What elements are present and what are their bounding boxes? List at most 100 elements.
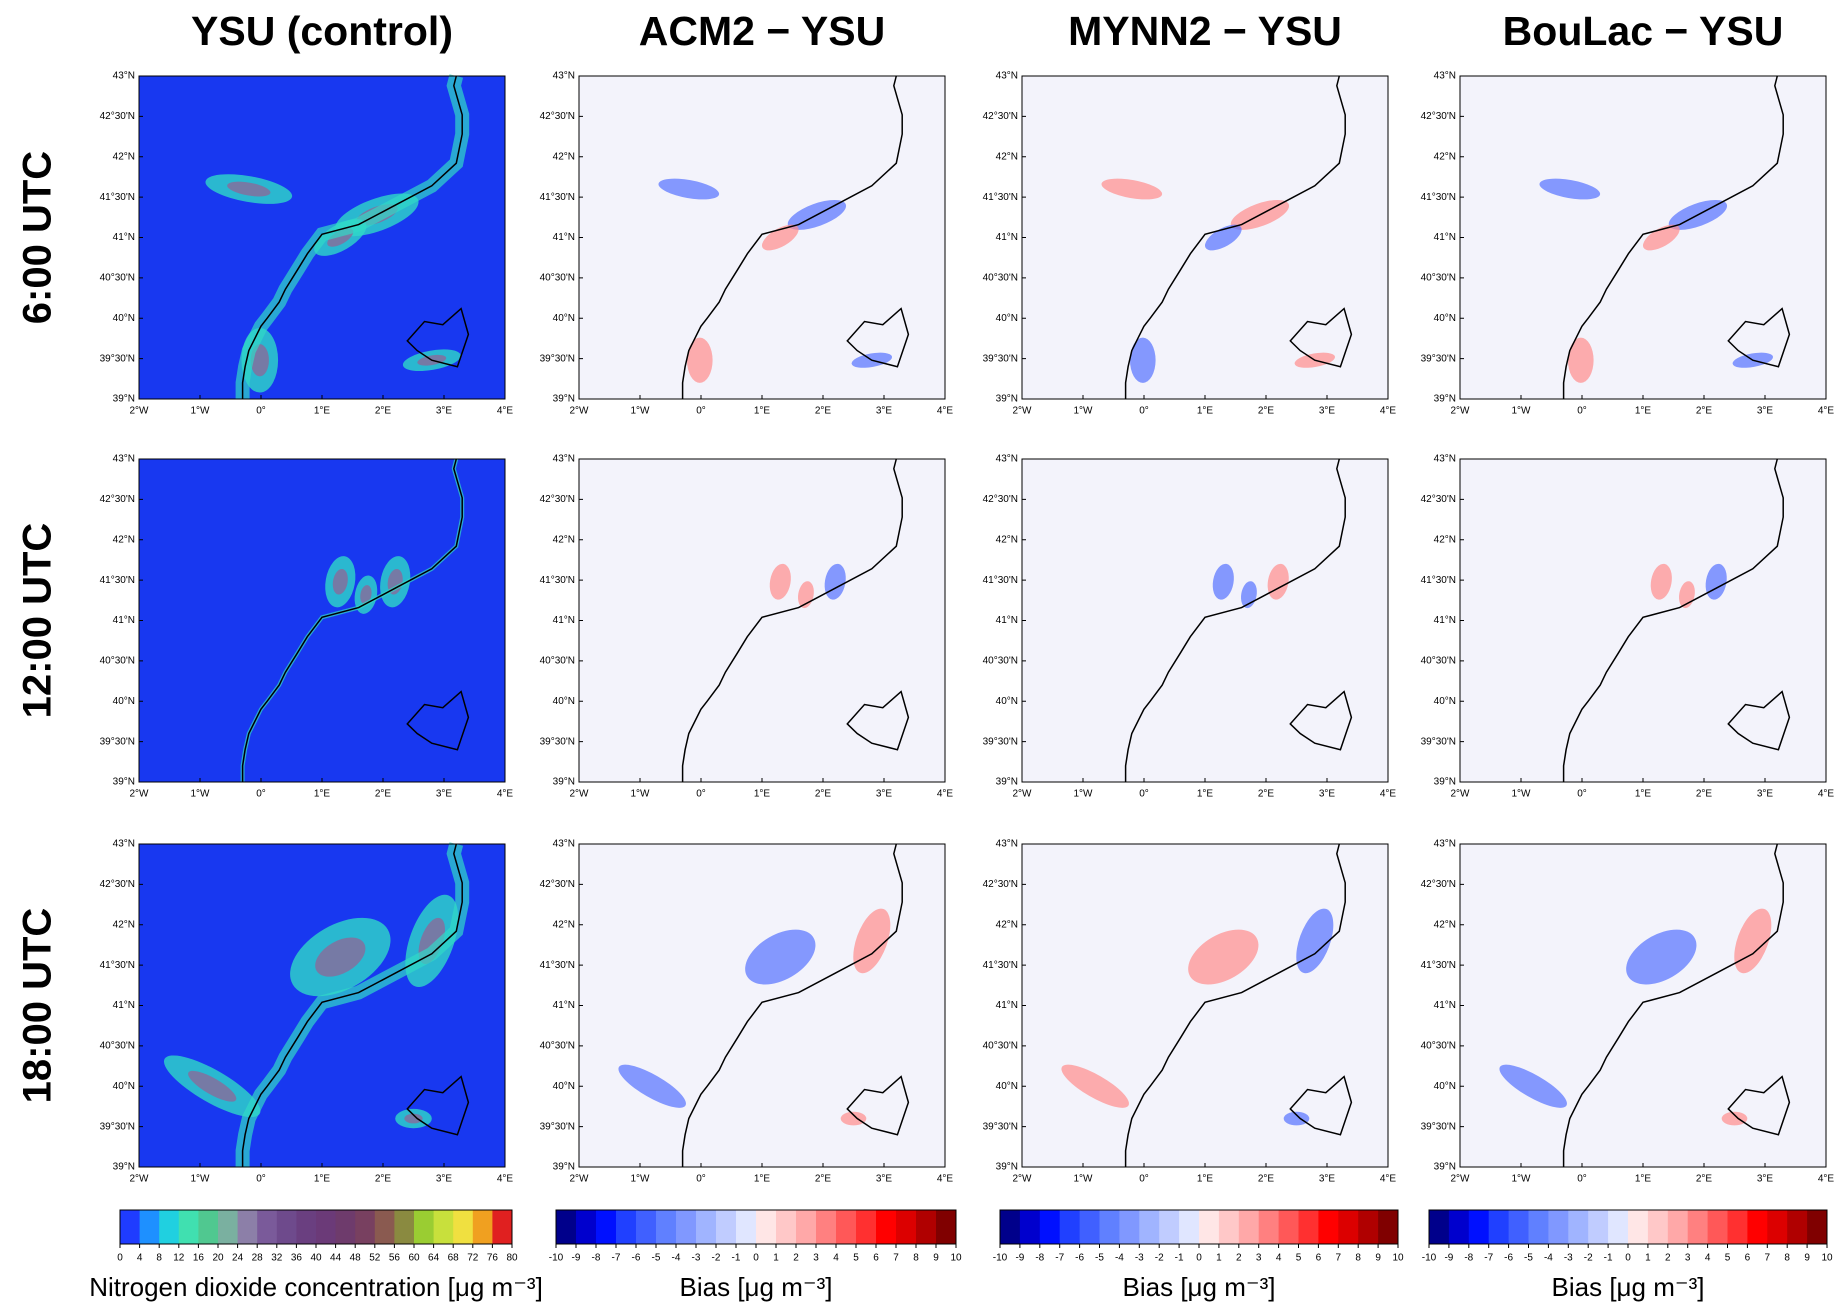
colorbar-swatch <box>1568 1210 1588 1244</box>
lat-tick-label: 40°30'N <box>540 273 575 284</box>
lat-tick-label: 41°30'N <box>983 192 1018 203</box>
colorbar-swatch <box>716 1210 737 1244</box>
lon-tick-label: 3°E <box>876 406 893 417</box>
lon-tick-label: 1°E <box>754 1174 771 1185</box>
map-panel <box>1460 76 1826 399</box>
lat-tick-label: 42°30'N <box>983 111 1018 122</box>
lon-tick-label: 2°E <box>375 406 392 417</box>
lon-tick-label: 3°E <box>1319 1174 1336 1185</box>
lon-tick-label: 1°W <box>1512 1174 1532 1185</box>
colorbar-swatch <box>1588 1210 1608 1244</box>
colorbar-tick-label: 8 <box>1355 1253 1361 1264</box>
colorbar-tick-label: -5 <box>652 1253 661 1264</box>
colorbar-swatch <box>1100 1210 1120 1244</box>
column-title: ACM2 − YSU <box>639 8 885 54</box>
colorbar-tick-label: -2 <box>1155 1253 1164 1264</box>
colorbar-tick-label: 10 <box>1821 1253 1833 1264</box>
colorbar-swatch <box>916 1210 937 1244</box>
lat-tick-label: 40°N <box>113 313 135 324</box>
lat-tick-label: 41°N <box>996 232 1018 243</box>
lon-tick-label: 2°E <box>815 1174 832 1185</box>
lon-tick-label: 2°W <box>1013 789 1033 800</box>
field-area <box>687 338 713 383</box>
lon-tick-label: 1°W <box>1512 406 1532 417</box>
lat-tick-label: 42°N <box>113 919 135 930</box>
lat-tick-label: 39°N <box>553 777 575 788</box>
lat-tick-label: 42°30'N <box>1421 494 1456 505</box>
colorbar-tick-label: 5 <box>1296 1253 1302 1264</box>
lon-tick-label: 3°E <box>1757 789 1774 800</box>
colorbar-tick-label: 28 <box>252 1253 264 1264</box>
lat-tick-label: 39°N <box>996 777 1018 788</box>
colorbar-tick-label: 3 <box>813 1253 819 1264</box>
colorbar-tick-label: -8 <box>1464 1253 1473 1264</box>
lon-tick-label: 2°E <box>1258 406 1275 417</box>
lat-tick-label: 42°30'N <box>1421 879 1456 890</box>
colorbar-tick-label: 0 <box>1625 1253 1631 1264</box>
lon-tick-label: 2°E <box>375 1174 392 1185</box>
colorbar-tick-label: 8 <box>1784 1253 1790 1264</box>
lat-tick-label: 40°30'N <box>100 1041 135 1052</box>
colorbar-tick-label: -6 <box>632 1253 641 1264</box>
lat-tick-label: 39°30'N <box>983 353 1018 364</box>
lat-tick-label: 43°N <box>1434 839 1456 850</box>
lon-tick-label: 1°E <box>1635 789 1652 800</box>
colorbar-swatch <box>238 1210 258 1244</box>
colorbar-swatch <box>1259 1210 1279 1244</box>
lat-tick-label: 39°N <box>113 394 135 405</box>
lon-tick-label: 3°E <box>436 789 453 800</box>
field-area <box>1568 338 1594 383</box>
lat-tick-label: 41°N <box>113 1000 135 1011</box>
lon-tick-label: 1°E <box>314 406 331 417</box>
lon-tick-label: 4°E <box>1818 406 1835 417</box>
lat-tick-label: 42°30'N <box>540 879 575 890</box>
lon-tick-label: 1°E <box>1197 406 1214 417</box>
colorbar-tick-label: 7 <box>893 1253 899 1264</box>
lat-tick-label: 43°N <box>996 839 1018 850</box>
column-title: MYNN2 − YSU <box>1068 8 1342 54</box>
lat-tick-label: 42°30'N <box>100 494 135 505</box>
lon-tick-label: 1°W <box>1074 406 1094 417</box>
colorbar-tick-label: 7 <box>1765 1253 1771 1264</box>
lat-tick-label: 40°30'N <box>100 656 135 667</box>
colorbar-swatch <box>1489 1210 1509 1244</box>
colorbar-swatch <box>179 1210 199 1244</box>
column-title: YSU (control) <box>191 8 453 54</box>
colorbar-swatch <box>1668 1210 1688 1244</box>
colorbar-tick-label: 56 <box>389 1253 401 1264</box>
lon-tick-label: 2°E <box>375 789 392 800</box>
colorbar-swatch <box>1020 1210 1040 1244</box>
colorbar-swatch <box>1747 1210 1767 1244</box>
colorbar-swatch <box>1279 1210 1299 1244</box>
colorbar-swatch <box>556 1210 577 1244</box>
colorbar-swatch <box>1429 1210 1449 1244</box>
lat-tick-label: 40°N <box>553 313 575 324</box>
colorbar-tick-label: 20 <box>212 1253 224 1264</box>
lat-tick-label: 39°30'N <box>983 736 1018 747</box>
lon-tick-label: 1°W <box>631 406 651 417</box>
lon-tick-label: 0° <box>256 1174 266 1185</box>
lon-tick-label: 1°E <box>754 406 771 417</box>
colorbar-swatch <box>394 1210 414 1244</box>
lat-tick-label: 42°N <box>1434 919 1456 930</box>
lat-tick-label: 41°N <box>1434 1000 1456 1011</box>
lon-tick-label: 2°W <box>1013 1174 1033 1185</box>
lat-tick-label: 42°N <box>1434 151 1456 162</box>
colorbar-tick-label: 24 <box>232 1253 244 1264</box>
colorbar-swatch <box>876 1210 897 1244</box>
lat-tick-label: 40°30'N <box>1421 273 1456 284</box>
lat-tick-label: 40°30'N <box>983 1041 1018 1052</box>
lon-tick-label: 1°E <box>1635 406 1652 417</box>
colorbar-tick-label: 4 <box>137 1253 143 1264</box>
colorbar-swatch <box>596 1210 617 1244</box>
lat-tick-label: 41°30'N <box>983 960 1018 971</box>
lon-tick-label: 2°W <box>130 1174 150 1185</box>
field-area <box>1722 1112 1748 1126</box>
lat-tick-label: 40°N <box>996 313 1018 324</box>
lon-tick-label: 3°E <box>436 406 453 417</box>
colorbar-swatch <box>1000 1210 1020 1244</box>
lon-tick-label: 0° <box>1139 406 1149 417</box>
lon-tick-label: 2°W <box>130 406 150 417</box>
colorbar-tick-label: -5 <box>1095 1253 1104 1264</box>
lon-tick-label: 1°W <box>1074 1174 1094 1185</box>
